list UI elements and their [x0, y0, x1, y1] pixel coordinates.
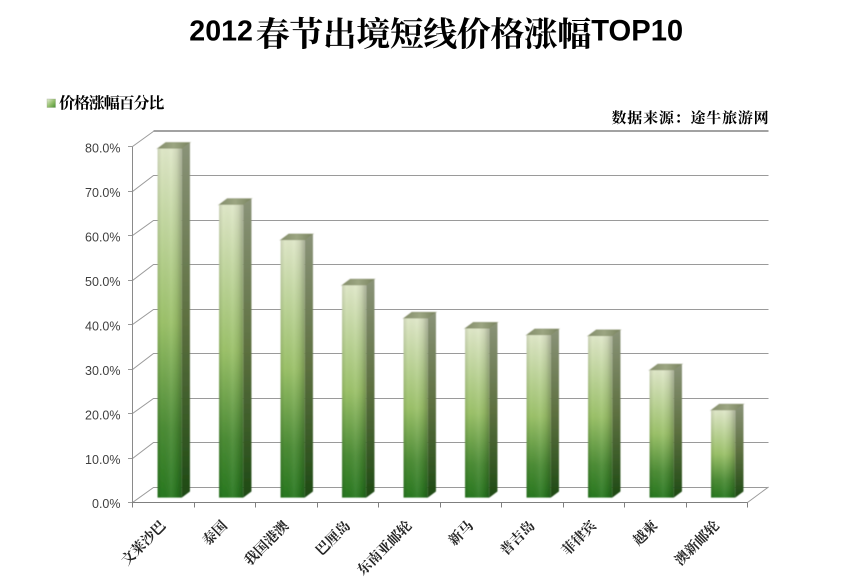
- svg-text:80.0%: 80.0%: [85, 142, 120, 156]
- svg-text:30.0%: 30.0%: [85, 364, 120, 378]
- svg-text:菲律宾: 菲律宾: [557, 516, 601, 560]
- svg-text:价格涨幅百分比: 价格涨幅百分比: [59, 91, 164, 114]
- svg-text:文莱沙巴: 文莱沙巴: [116, 516, 170, 570]
- svg-text:40.0%: 40.0%: [85, 319, 120, 333]
- svg-text:澳新邮轮: 澳新邮轮: [670, 516, 724, 570]
- svg-text:70.0%: 70.0%: [85, 186, 120, 200]
- svg-text:我国港澳: 我国港澳: [239, 516, 293, 570]
- svg-text:泰国: 泰国: [198, 516, 232, 550]
- svg-text:10.0%: 10.0%: [85, 453, 120, 467]
- svg-text:新马: 新马: [444, 516, 478, 550]
- svg-text:数据来源：途牛旅游网: 数据来源：途牛旅游网: [611, 107, 769, 128]
- svg-text:越柬: 越柬: [628, 516, 662, 550]
- svg-text:60.0%: 60.0%: [85, 231, 120, 245]
- svg-text:巴厘岛: 巴厘岛: [311, 516, 355, 560]
- svg-text:2012春节出境短线价格涨幅TOP10: 2012春节出境短线价格涨幅TOP10: [189, 7, 683, 56]
- svg-text:50.0%: 50.0%: [85, 275, 120, 289]
- svg-text:东南亚邮轮: 东南亚邮轮: [352, 516, 416, 580]
- svg-text:普吉岛: 普吉岛: [495, 516, 539, 560]
- svg-text:0.0%: 0.0%: [92, 497, 121, 511]
- svg-text:20.0%: 20.0%: [85, 408, 120, 422]
